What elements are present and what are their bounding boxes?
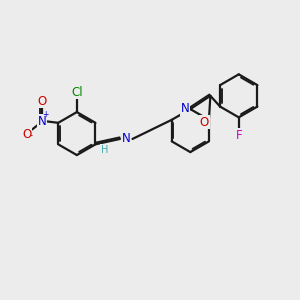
Text: O: O bbox=[200, 116, 209, 129]
Text: Cl: Cl bbox=[71, 85, 83, 99]
Text: O: O bbox=[22, 128, 32, 141]
Text: O: O bbox=[37, 95, 46, 108]
Text: N: N bbox=[122, 133, 131, 146]
Text: -: - bbox=[29, 131, 32, 140]
Text: +: + bbox=[42, 110, 49, 119]
Text: N: N bbox=[181, 102, 189, 115]
Text: F: F bbox=[236, 129, 242, 142]
Text: N: N bbox=[38, 115, 46, 128]
Text: H: H bbox=[101, 145, 108, 155]
